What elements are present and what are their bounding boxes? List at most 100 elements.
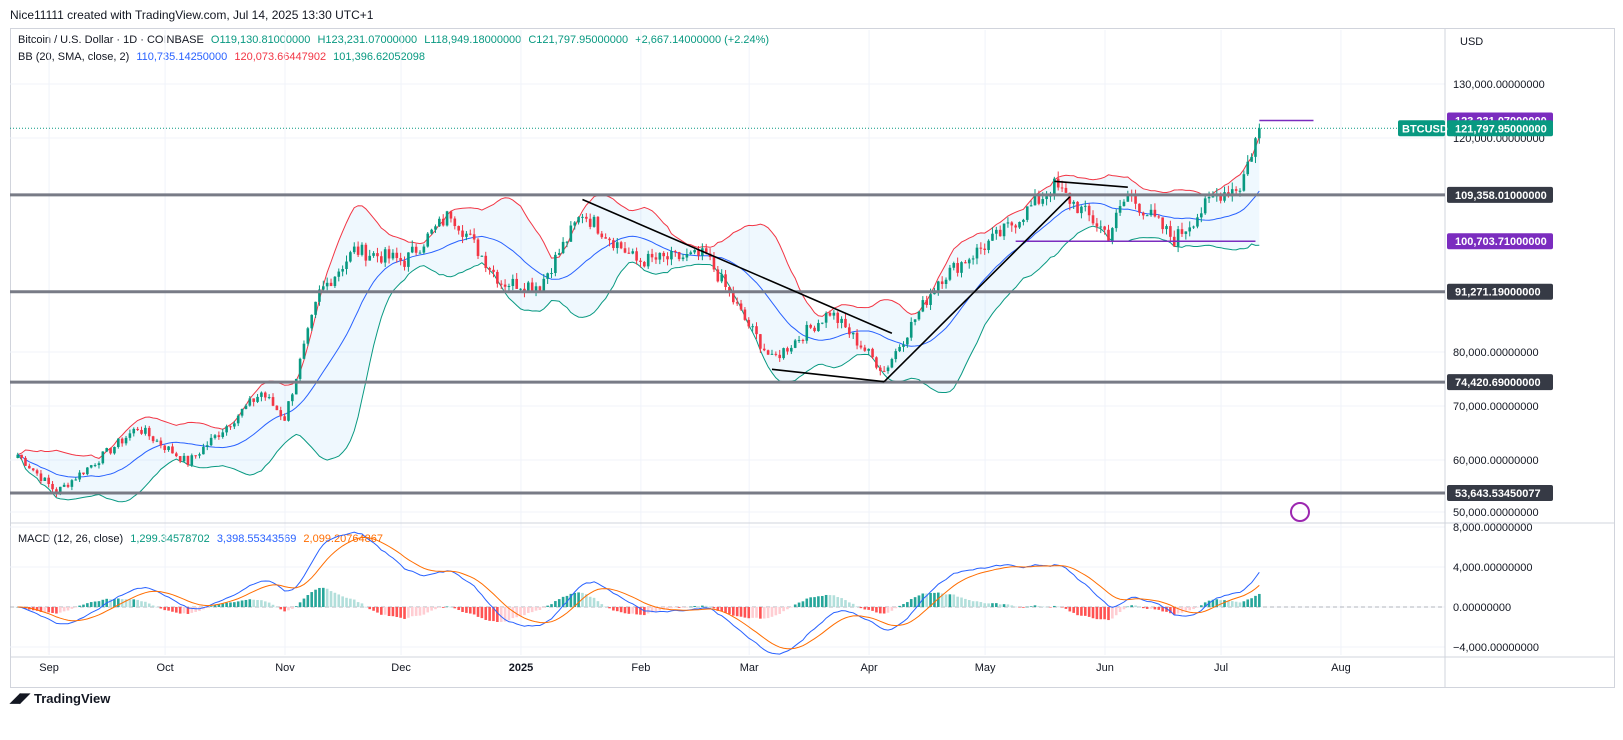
candle-body: [863, 347, 867, 351]
macd-histogram-bar: [523, 607, 526, 616]
macd-histogram-bar: [538, 607, 542, 610]
candle-body: [786, 348, 789, 352]
macd-histogram-bar: [677, 607, 681, 608]
bb-label[interactable]: BB (20, SMA, close, 2): [18, 51, 130, 63]
bb-upper-line: [17, 136, 1260, 459]
macd-histogram-bar: [817, 596, 820, 607]
candle-body: [1045, 196, 1048, 200]
macd-histogram-bar: [755, 607, 758, 618]
candle-body: [774, 353, 778, 355]
candle-body: [720, 274, 723, 282]
macd-histogram-bar: [871, 607, 874, 611]
candle-body: [1002, 223, 1006, 237]
macd-histogram-bar: [588, 596, 592, 607]
candle-body: [352, 246, 356, 253]
y-tick-label: 50,000.00000000: [1453, 507, 1539, 519]
macd-histogram-bar: [527, 607, 530, 613]
symbol-label[interactable]: Bitcoin / U.S. Dollar · 1D · COINBASE: [18, 34, 204, 46]
candle-body: [712, 257, 716, 270]
candle-body: [356, 246, 360, 255]
chart-attribution: Nice11111 created with TradingView.com, …: [10, 8, 374, 22]
x-tick-label: Dec: [391, 662, 411, 674]
macd-histogram-bar: [171, 607, 174, 612]
candle-body: [449, 211, 453, 219]
macd-histogram-bar: [283, 607, 286, 612]
macd-histogram-bar: [820, 595, 824, 607]
candle-body: [1056, 178, 1060, 188]
candle-body: [1099, 226, 1103, 228]
macd-histogram-bar: [62, 607, 66, 612]
macd-histogram-bar: [704, 605, 708, 607]
candle-body: [882, 370, 886, 372]
macd-histogram-bar: [1010, 605, 1014, 607]
macd-histogram-bar: [74, 607, 78, 608]
macd-histogram-bar: [275, 606, 279, 608]
candle-body: [1041, 199, 1045, 204]
candle-body: [960, 262, 963, 273]
macd-histogram-bar: [1025, 606, 1029, 608]
macd-histogram-bar: [1130, 605, 1133, 607]
candle-body: [426, 233, 430, 247]
macd-histogram-bar: [983, 603, 987, 607]
candle-body: [755, 326, 758, 335]
candle-body: [1037, 195, 1041, 204]
candle-body: [643, 261, 646, 267]
macd-histogram-bar: [1114, 607, 1118, 616]
macd-histogram-bar: [252, 599, 255, 607]
candle-body: [283, 416, 286, 421]
candle-body: [233, 423, 236, 427]
macd-histogram-bar: [693, 606, 696, 607]
candle-body: [639, 260, 642, 262]
macd-histogram-bar: [546, 605, 549, 607]
candle-body: [244, 405, 248, 409]
candle-body: [875, 357, 878, 368]
candle-body: [991, 233, 994, 241]
bb-lower-value: 101,396.62052098: [333, 51, 425, 63]
candle-body: [109, 448, 112, 454]
candle-body: [294, 378, 298, 395]
macd-histogram-bar: [333, 592, 337, 607]
candle-body: [1060, 187, 1064, 189]
candle-body: [271, 397, 275, 406]
candle-body: [434, 226, 437, 230]
currency-label[interactable]: USD: [1460, 36, 1484, 48]
macd-histogram-bar: [163, 607, 167, 611]
macd-histogram-bar: [325, 588, 329, 607]
candle-body: [1126, 193, 1130, 202]
level-price-label-bg: [1447, 186, 1553, 203]
candle-body: [673, 251, 677, 253]
macd-histogram-bar: [612, 607, 615, 611]
candle-body: [956, 263, 959, 273]
macd-histogram-bar: [1068, 607, 1072, 612]
macd-label[interactable]: MACD (12, 26, close): [18, 533, 124, 545]
candle-body: [1072, 201, 1075, 204]
candle-body: [1014, 225, 1017, 228]
macd-histogram-bar: [337, 594, 341, 607]
bb-legend: BB (20, SMA, close, 2) 110,735.14250000 …: [18, 51, 429, 63]
macd-histogram-bar: [886, 607, 890, 613]
macd-histogram-bar: [724, 607, 727, 613]
macd-histogram-bar: [1176, 607, 1180, 614]
macd-histogram-bar: [287, 607, 290, 611]
candle-body: [298, 358, 302, 379]
candle-body: [74, 479, 78, 481]
macd-histogram-bar: [136, 599, 139, 607]
candle-body: [364, 244, 368, 261]
candle-body: [507, 286, 511, 288]
macd-histogram-bar: [51, 607, 54, 613]
candle-body: [198, 454, 201, 456]
candle-body: [1203, 198, 1207, 214]
candle-body: [175, 453, 178, 457]
macd-histogram-bar: [391, 607, 395, 617]
macd-histogram-bar: [766, 607, 770, 619]
macd-histogram-bar: [906, 602, 909, 607]
macd-histogram-bar: [801, 601, 805, 607]
macd-histogram-bar: [190, 607, 194, 613]
ohlc-close: C121,797.95000000: [528, 34, 629, 46]
macd-histogram-bar: [279, 607, 283, 610]
macd-histogram-bar: [318, 587, 321, 607]
candle-body: [1033, 195, 1037, 206]
macd-histogram-bar: [205, 607, 209, 609]
candle-body: [940, 281, 944, 284]
